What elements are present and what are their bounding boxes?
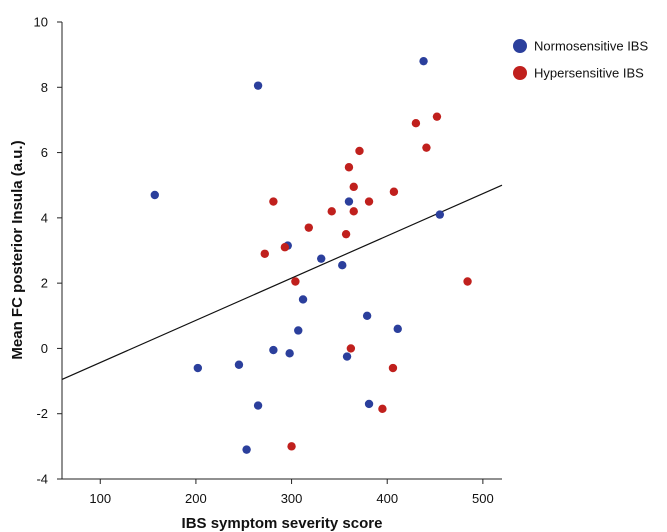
hypersensitive-ibs-point — [388, 363, 398, 373]
data-points — [150, 56, 472, 454]
regression-line-group — [61, 184, 503, 380]
hypersensitive-ibs-point — [378, 404, 387, 414]
y-tick-label: 10 — [34, 15, 48, 30]
hypersensitive-ibs-point — [346, 344, 356, 353]
y-axis-title: Mean FC posterior Insula (a.u.) — [9, 140, 26, 359]
normosensitive-ibs-point — [435, 210, 445, 219]
normosensitive-ibs-point — [253, 81, 263, 90]
hypersensitive-ibs-point — [411, 118, 421, 128]
x-tick-label: 500 — [472, 491, 494, 506]
y-tick-label: 6 — [41, 145, 48, 160]
x-tick-label: 100 — [89, 491, 111, 506]
normosensitive-ibs-point — [150, 190, 159, 200]
legend-marker-hypersensitive-ibs — [513, 66, 527, 80]
legend-label-normosensitive-ibs: Normosensitive IBS — [534, 39, 648, 54]
normosensitive-ibs-point — [317, 254, 326, 263]
normosensitive-ibs-point — [298, 295, 308, 304]
hypersensitive-ibs-point — [269, 197, 278, 206]
x-tick-label: 200 — [185, 491, 207, 506]
y-tick-label: -2 — [36, 406, 48, 421]
y-tick-label: -4 — [36, 472, 48, 487]
hypersensitive-ibs-point — [341, 229, 351, 239]
y-axis-ticks: -4 -2 0 2 4 6 8 10 — [34, 15, 62, 487]
axes — [61, 22, 502, 480]
hypersensitive-ibs-point — [304, 223, 313, 232]
normosensitive-ibs-point — [242, 445, 251, 454]
hypersensitive-ibs-point — [432, 112, 442, 121]
normosensitive-ibs-point — [338, 260, 347, 270]
normosensitive-ibs-point — [285, 349, 294, 358]
y-tick-label: 2 — [41, 276, 48, 291]
legend: Normosensitive IBS Hypersensitive IBS — [513, 39, 648, 81]
normosensitive-ibs-point — [344, 197, 354, 206]
y-tick-label: 4 — [41, 210, 48, 225]
hypersensitive-ibs-point — [364, 197, 374, 206]
legend-marker-normosensitive-ibs — [513, 39, 527, 53]
x-axis-ticks: 100 200 300 400 500 — [89, 479, 494, 506]
x-tick-label: 400 — [376, 491, 398, 506]
x-tick-label: 300 — [281, 491, 303, 506]
normosensitive-ibs-point — [234, 360, 244, 369]
regression-line — [61, 184, 503, 380]
hypersensitive-ibs-point — [344, 163, 354, 172]
hypersensitive-ibs-point — [349, 207, 358, 216]
hypersensitive-ibs-point — [327, 207, 336, 216]
normosensitive-ibs-point — [364, 399, 374, 409]
normosensitive-ibs-point — [294, 326, 303, 335]
hypersensitive-ibs-point — [260, 249, 269, 258]
legend-label-hypersensitive-ibs: Hypersensitive IBS — [534, 66, 644, 81]
normosensitive-ibs-point — [342, 352, 352, 361]
normosensitive-ibs-point — [362, 311, 372, 320]
hypersensitive-ibs-point — [349, 182, 358, 192]
hypersensitive-ibs-point — [287, 442, 296, 451]
y-tick-label: 8 — [41, 80, 48, 95]
hypersensitive-ibs-point — [291, 277, 300, 286]
hypersensitive-ibs-point — [280, 243, 290, 252]
hypersensitive-ibs-point — [422, 143, 431, 152]
normosensitive-ibs-point — [393, 324, 402, 334]
normosensitive-ibs-point — [193, 363, 203, 373]
hypersensitive-ibs-point — [355, 146, 364, 156]
hypersensitive-ibs-point — [463, 277, 472, 286]
normosensitive-ibs-point — [419, 56, 428, 66]
normosensitive-ibs-point — [253, 401, 263, 410]
hypersensitive-ibs-point — [389, 187, 399, 196]
x-axis-title: IBS symptom severity score — [182, 515, 383, 532]
normosensitive-ibs-point — [269, 345, 278, 355]
y-tick-label: 0 — [41, 341, 48, 356]
